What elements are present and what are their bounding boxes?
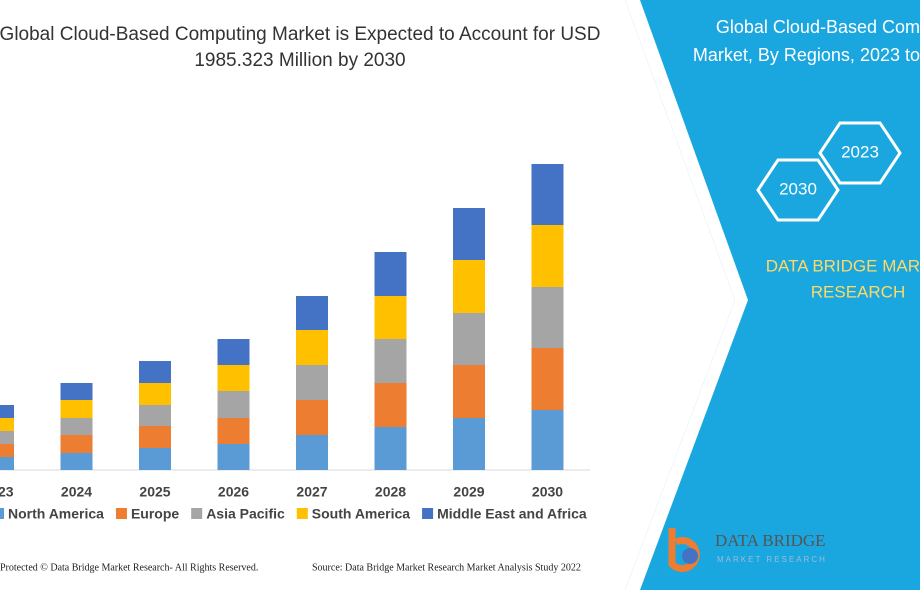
- bar-segment: [139, 383, 171, 405]
- panel-title: Market, By Regions, 2023 to: [693, 45, 920, 65]
- bar-segment: [296, 330, 328, 365]
- bar-segment: [296, 435, 328, 470]
- legend-swatch: [422, 508, 434, 519]
- bar-segment: [217, 444, 250, 470]
- chart-title: Global Cloud-Based Computing Market is E…: [0, 24, 601, 71]
- bar-segment: [0, 405, 14, 418]
- footer-copyright: Protected © Data Bridge Market Research-…: [0, 562, 258, 573]
- bar-segment: [60, 400, 93, 418]
- bar-segment: [139, 426, 171, 448]
- bar-segment: [374, 427, 407, 470]
- bar-segment: [217, 418, 250, 444]
- x-tick-label: 2026: [218, 484, 249, 500]
- bar-segment: [0, 457, 14, 470]
- bar-segment: [60, 435, 93, 453]
- panel-brand: RESEARCH: [811, 282, 905, 301]
- bar-segment: [453, 313, 485, 365]
- bar-segment: [139, 361, 171, 383]
- legend-swatch: [0, 508, 4, 519]
- hexagon-label: 2023: [841, 142, 879, 161]
- footer-source: Source: Data Bridge Market Research Mark…: [312, 562, 581, 573]
- bar-segment: [374, 252, 407, 296]
- bar-segment: [453, 365, 485, 418]
- bar-segment: [0, 418, 14, 431]
- legend-swatch: [296, 508, 308, 519]
- x-tick-label: 2029: [453, 484, 484, 500]
- bar-segment: [453, 260, 485, 313]
- bar-segment: [139, 448, 171, 470]
- bar-segment: [296, 365, 328, 400]
- bar-segment: [374, 383, 407, 427]
- bar-segment: [217, 339, 250, 365]
- bar-segment: [0, 444, 14, 457]
- bar-segment: [531, 287, 564, 348]
- bar-segment: [139, 405, 171, 426]
- bar-segment: [296, 296, 328, 330]
- bar-segment: [453, 208, 485, 260]
- bar-segment: [453, 418, 485, 470]
- hexagon-label: 2030: [779, 179, 817, 198]
- panel-title: Global Cloud-Based Com: [716, 17, 920, 37]
- legend-swatch: [191, 508, 203, 519]
- legend-label: South America: [312, 506, 410, 522]
- x-tick-label: 2028: [375, 484, 406, 500]
- side-panel-bg: [625, 0, 920, 590]
- bar-segment: [531, 348, 564, 410]
- logo-name: DATA BRIDGE: [715, 531, 826, 550]
- bar-segment: [531, 410, 564, 470]
- legend-label: North America: [8, 506, 104, 522]
- bar-segment: [531, 164, 564, 225]
- bar-segment: [60, 418, 93, 435]
- legend-swatch: [115, 508, 127, 519]
- bar-segment: [217, 391, 250, 418]
- x-tick-label: 2025: [139, 484, 170, 500]
- x-tick-label: 2023: [0, 484, 14, 500]
- bar-segment: [374, 296, 407, 339]
- bar-segment: [531, 225, 564, 287]
- bar-segment: [60, 383, 93, 400]
- x-tick-label: 2024: [61, 484, 92, 500]
- hexagon: [818, 121, 902, 185]
- logo-tagline: MARKET RESEARCH: [717, 555, 827, 564]
- hexagon: [756, 158, 840, 222]
- legend-label: Asia Pacific: [206, 506, 285, 522]
- bar-segment: [0, 431, 14, 444]
- legend-label: Europe: [131, 506, 179, 522]
- bar-segment: [217, 365, 250, 391]
- bar-segment: [374, 339, 407, 383]
- x-tick-label: 2027: [296, 484, 327, 500]
- bar-segment: [296, 400, 328, 435]
- x-tick-label: 2030: [532, 484, 563, 500]
- bar-segment: [60, 453, 93, 470]
- legend-label: Middle East and Africa: [437, 506, 587, 522]
- logo-mark: [682, 548, 698, 564]
- panel-brand: DATA BRIDGE MAR: [766, 256, 920, 275]
